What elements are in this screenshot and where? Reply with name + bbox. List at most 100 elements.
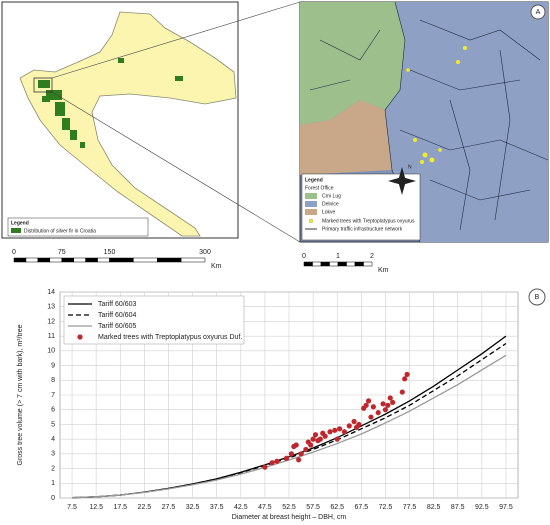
data-point	[312, 432, 319, 438]
x-tick-label: 52.5	[282, 504, 296, 511]
data-point	[370, 404, 376, 410]
scale-segment	[157, 257, 182, 263]
y-tick-label: 1	[51, 480, 55, 487]
scale-segment	[97, 257, 110, 263]
compass	[388, 167, 416, 195]
scale-segment	[85, 257, 98, 263]
scale-segment	[363, 261, 373, 267]
y-tick-label: 10	[47, 348, 55, 355]
legend-title: Legend	[11, 220, 29, 226]
data-point	[317, 436, 323, 442]
data-point	[351, 418, 357, 425]
data-point	[404, 371, 410, 377]
data-point	[298, 451, 304, 457]
y-tick-label: 11	[48, 333, 55, 340]
scale-label: 2	[370, 253, 374, 260]
y-tick-label: 0	[51, 495, 55, 502]
data-point	[341, 429, 348, 435]
data-point	[274, 458, 280, 464]
legend-office: Lokve	[322, 209, 336, 215]
scale-segment	[312, 261, 322, 267]
data-point	[332, 427, 338, 433]
panel-label-circle	[528, 288, 546, 306]
data-point	[399, 389, 405, 395]
legend-box	[63, 295, 245, 345]
scale-unit: Km	[378, 267, 389, 274]
x-tick-label: 87.5	[451, 504, 465, 511]
scale-segment	[133, 257, 158, 263]
detail-legend	[301, 173, 421, 241]
x-tick-label: 22.5	[138, 504, 152, 511]
scale-label: 300	[199, 249, 211, 256]
data-point	[262, 464, 268, 470]
x-tick-label: 42.5	[234, 504, 248, 511]
scale-segment	[37, 257, 51, 263]
scale-segment	[61, 257, 74, 263]
scale-segment	[25, 257, 39, 263]
scale-label: 1	[336, 253, 340, 260]
panel-label: A	[536, 9, 541, 16]
x-tick-label: 17.5	[113, 504, 127, 511]
data-point	[288, 451, 295, 457]
legend-label: Tariff 60/605	[98, 323, 137, 330]
data-point	[296, 457, 302, 463]
scale-label: 150	[104, 249, 116, 256]
scale-label: 0	[12, 249, 16, 256]
data-point	[402, 376, 408, 382]
data-point	[346, 423, 352, 429]
legend-roads: Primary traffic infrastructure network	[322, 226, 403, 232]
x-tick-label: 27.5	[162, 504, 176, 511]
region-delnice	[385, 2, 548, 242]
y-tick-label: 7	[51, 392, 55, 399]
scale-segment	[180, 257, 206, 263]
connector	[51, 1, 301, 79]
data-point	[269, 460, 275, 466]
y-tick-label: 8	[51, 377, 55, 384]
y-tick-label: 2	[51, 465, 55, 472]
data-point	[365, 398, 372, 404]
scale-segment	[354, 261, 364, 267]
north-label: N	[408, 164, 412, 170]
x-tick-label: 32.5	[186, 504, 200, 511]
legend-office: Crni Lug	[322, 193, 341, 199]
panel-label-circle	[530, 4, 546, 20]
data-point	[363, 402, 369, 408]
x-tick-label: 57.5	[306, 504, 320, 511]
legend-label: Tariff 60/604	[98, 312, 137, 319]
scale-unit: Km	[211, 263, 222, 270]
legend-title: Legend	[305, 177, 323, 183]
scale-segment	[303, 261, 313, 267]
y-tick-label: 14	[47, 289, 55, 296]
overview-legend	[7, 217, 149, 237]
data-point	[337, 426, 343, 432]
data-point	[310, 436, 316, 442]
y-tick-label: 5	[51, 421, 55, 428]
x-axis-title: Diameter at breast height – DBH, cm	[232, 514, 347, 521]
scale-bar: 0 1 2 Km	[302, 253, 389, 274]
y-tick-label: 3	[51, 451, 55, 458]
croatia-shape	[19, 11, 237, 237]
x-tick-label: 77.5	[403, 504, 417, 511]
series-line	[72, 354, 507, 499]
y-tick-label: 6	[51, 407, 55, 414]
scale-segment	[329, 261, 339, 267]
data-point	[390, 399, 396, 405]
detail-extent	[33, 77, 53, 93]
y-tick-label: 13	[47, 304, 55, 311]
legend-label: Tariff 60/603	[98, 301, 137, 308]
data-point	[380, 401, 386, 407]
x-tick-label: 37.5	[210, 504, 224, 511]
y-axis-title: Gross tree volume (> 7 cm with bark), m³…	[17, 324, 24, 465]
data-point	[293, 442, 299, 448]
panel-label: B	[535, 294, 540, 301]
x-tick-label: 62.5	[330, 504, 344, 511]
x-tick-label: 97.5	[499, 504, 513, 511]
x-tick-label: 12.5	[89, 504, 103, 511]
data-point	[322, 433, 328, 439]
data-point	[356, 421, 362, 428]
x-tick-label: 7.5	[67, 504, 77, 511]
scale-label: 75	[58, 249, 66, 256]
scale-segment	[346, 261, 356, 267]
region-lokve	[300, 100, 392, 175]
